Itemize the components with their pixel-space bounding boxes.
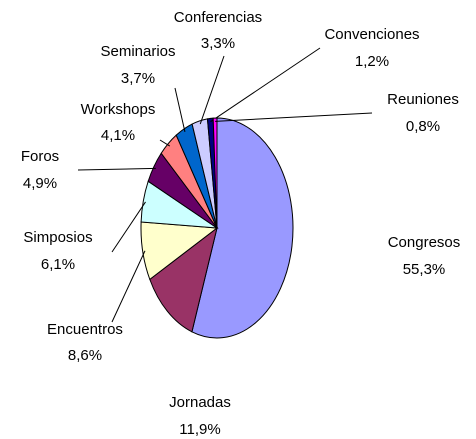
value-label: 55,3% (403, 261, 446, 278)
category-label: Convenciones (324, 26, 419, 43)
value-label: 4,9% (23, 175, 57, 192)
category-label: Reuniones (387, 91, 459, 108)
pie-slice (212, 117, 218, 229)
leader-line (215, 112, 373, 122)
leader-line (199, 55, 225, 125)
category-label: Conferencias (174, 9, 262, 26)
value-label: 3,3% (201, 35, 235, 52)
category-label: Jornadas (169, 394, 231, 411)
value-label: 8,6% (68, 347, 102, 364)
leader-line (111, 201, 146, 253)
category-label: Seminarios (100, 43, 175, 60)
leader-line (77, 167, 156, 171)
leader-line (210, 47, 321, 123)
value-label: 3,7% (121, 70, 155, 87)
leader-line (174, 87, 186, 133)
category-label: Workshops (81, 101, 156, 118)
category-label: Simposios (23, 229, 92, 246)
value-label: 0,8% (406, 118, 440, 135)
leader-line (111, 250, 146, 323)
pie-slice (149, 226, 218, 333)
value-label: 4,1% (101, 127, 135, 144)
leader-line (159, 139, 171, 147)
value-label: 6,1% (41, 256, 75, 273)
category-label: Congresos (388, 234, 461, 251)
category-label: Encuentros (47, 321, 123, 338)
value-label: 1,2% (355, 53, 389, 70)
category-label: Foros (21, 148, 59, 165)
value-label: 11,9% (179, 421, 220, 438)
